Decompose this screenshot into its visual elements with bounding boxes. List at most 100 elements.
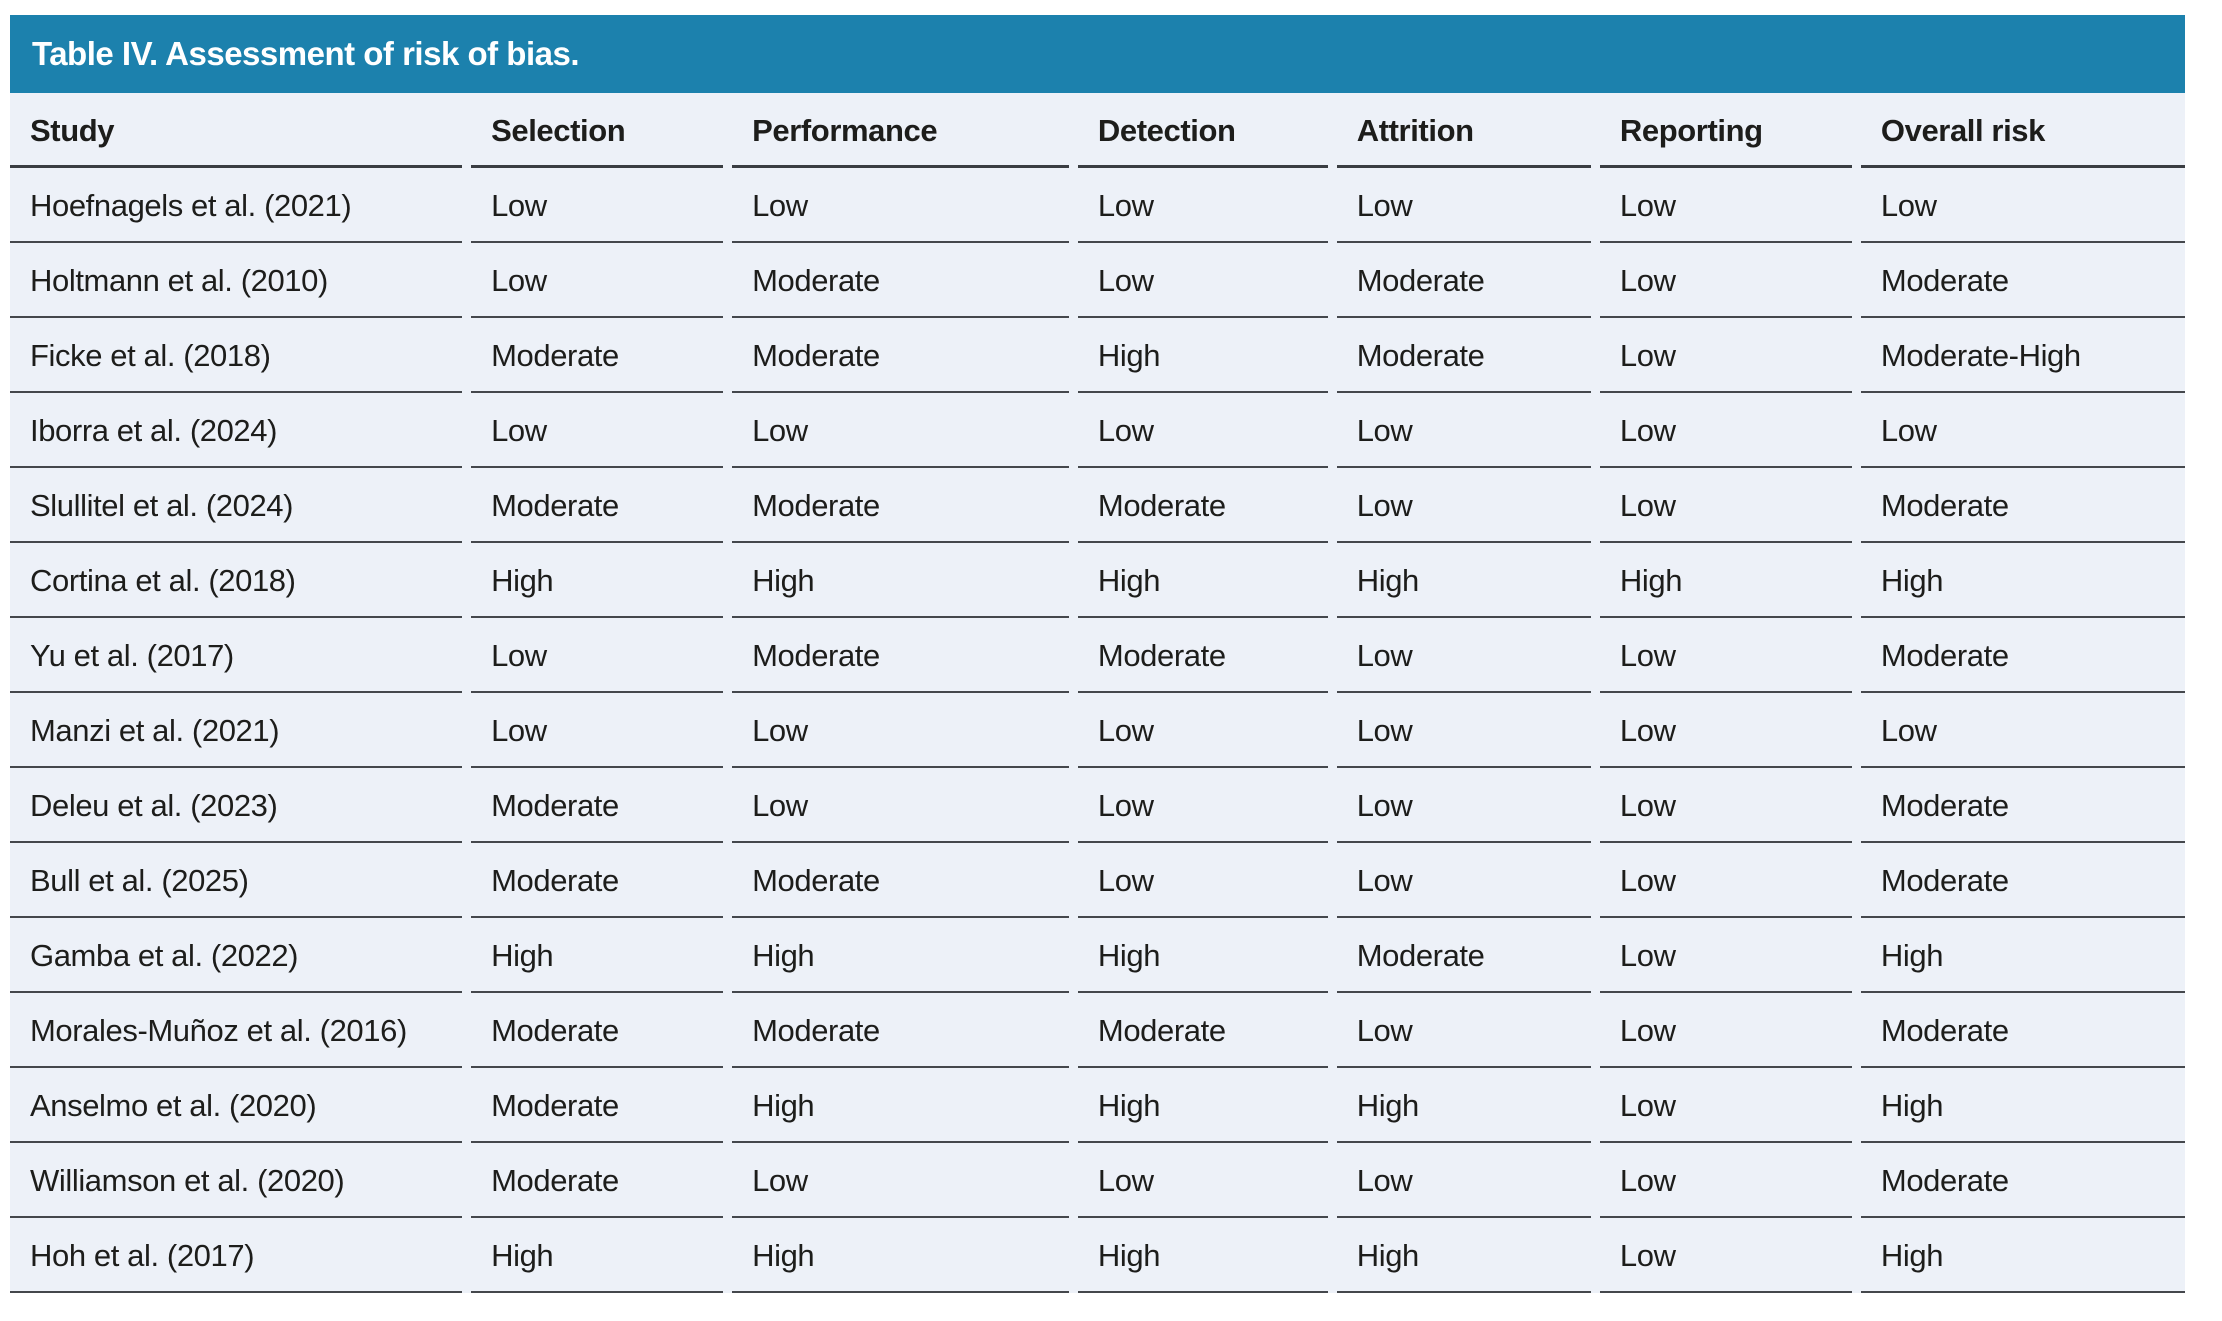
rating-cell: Moderate bbox=[732, 618, 1078, 693]
study-cell: Holtmann et al. (2010) bbox=[10, 243, 471, 318]
rating-cell: High bbox=[1860, 543, 2185, 618]
rating-cell: Moderate bbox=[1860, 843, 2185, 918]
table-row: Cortina et al. (2018) High High High High Hig… bbox=[10, 543, 2185, 618]
rating-cell: Low bbox=[1077, 768, 1337, 843]
rating-cell: Low bbox=[1599, 993, 1861, 1068]
rating-cell: High bbox=[1077, 1218, 1337, 1293]
rating-cell: High bbox=[1077, 318, 1337, 393]
rating-cell: High bbox=[732, 1068, 1078, 1143]
rating-cell: Low bbox=[1336, 393, 1600, 468]
rating-cell: Moderate bbox=[471, 1068, 732, 1143]
rating-cell: Low bbox=[1599, 768, 1861, 843]
rating-cell: Moderate bbox=[1077, 993, 1337, 1068]
rating-cell: High bbox=[1336, 543, 1600, 618]
rating-cell: Low bbox=[1860, 393, 2185, 468]
rating-cell: Moderate bbox=[471, 768, 732, 843]
header-row: Study Selection Performance Detection Attrit… bbox=[10, 93, 2185, 168]
rating-cell: Moderate bbox=[471, 318, 732, 393]
study-cell: Morales-Muñoz et al. (2016) bbox=[10, 993, 471, 1068]
rating-cell: Low bbox=[1599, 1143, 1861, 1218]
column-header-study: Study bbox=[10, 93, 471, 168]
rating-cell: Low bbox=[1599, 1068, 1861, 1143]
rating-cell: High bbox=[732, 918, 1078, 993]
risk-of-bias-table-container: Table IV. Assessment of risk of bias. St… bbox=[10, 15, 2185, 1293]
rating-cell: High bbox=[1077, 1068, 1337, 1143]
table-row: Gamba et al. (2022) High High High Moderate L… bbox=[10, 918, 2185, 993]
rating-cell: Low bbox=[732, 693, 1078, 768]
risk-of-bias-table: Study Selection Performance Detection Attrit… bbox=[10, 93, 2185, 1293]
rating-cell: Moderate bbox=[1077, 618, 1337, 693]
table-row: Bull et al. (2025) Moderate Moderate Low Low… bbox=[10, 843, 2185, 918]
rating-cell: Moderate bbox=[1860, 768, 2185, 843]
rating-cell: Moderate bbox=[471, 468, 732, 543]
rating-cell: Low bbox=[732, 768, 1078, 843]
rating-cell: Low bbox=[1077, 168, 1337, 243]
column-header-selection: Selection bbox=[471, 93, 732, 168]
rating-cell: Low bbox=[1599, 918, 1861, 993]
study-cell: Hoefnagels et al. (2021) bbox=[10, 168, 471, 243]
rating-cell: High bbox=[1336, 1068, 1600, 1143]
rating-cell: Low bbox=[1599, 168, 1861, 243]
study-cell: Anselmo et al. (2020) bbox=[10, 1068, 471, 1143]
rating-cell: Low bbox=[1077, 693, 1337, 768]
rating-cell: High bbox=[1860, 1068, 2185, 1143]
study-cell: Gamba et al. (2022) bbox=[10, 918, 471, 993]
rating-cell: Moderate bbox=[1860, 243, 2185, 318]
rating-cell: Moderate bbox=[1860, 1143, 2185, 1218]
rating-cell: Low bbox=[1077, 393, 1337, 468]
rating-cell: Low bbox=[1077, 243, 1337, 318]
rating-cell: Moderate bbox=[732, 843, 1078, 918]
rating-cell: Low bbox=[1336, 843, 1600, 918]
rating-cell: Low bbox=[1077, 843, 1337, 918]
rating-cell: Low bbox=[1599, 618, 1861, 693]
rating-cell: Moderate bbox=[732, 318, 1078, 393]
column-header-detection: Detection bbox=[1077, 93, 1337, 168]
rating-cell: Moderate bbox=[1077, 468, 1337, 543]
rating-cell: Low bbox=[1336, 618, 1600, 693]
rating-cell: High bbox=[471, 543, 732, 618]
table-row: Deleu et al. (2023) Moderate Low Low Low Low M… bbox=[10, 768, 2185, 843]
rating-cell: Low bbox=[1599, 243, 1861, 318]
table-row: Manzi et al. (2021) Low Low Low Low Low Low bbox=[10, 693, 2185, 768]
rating-cell: Low bbox=[732, 1143, 1078, 1218]
study-cell: Ficke et al. (2018) bbox=[10, 318, 471, 393]
rating-cell: Low bbox=[732, 168, 1078, 243]
table-row: Williamson et al. (2020) Moderate Low Low Lo… bbox=[10, 1143, 2185, 1218]
rating-cell: Moderate bbox=[1336, 318, 1600, 393]
rating-cell: High bbox=[1599, 543, 1861, 618]
table-row: Yu et al. (2017) Low Moderate Moderate Low Lo… bbox=[10, 618, 2185, 693]
rating-cell: Moderate bbox=[471, 843, 732, 918]
table-title: Table IV. Assessment of risk of bias. bbox=[32, 35, 580, 72]
study-cell: Bull et al. (2025) bbox=[10, 843, 471, 918]
rating-cell: Low bbox=[471, 243, 732, 318]
rating-cell: High bbox=[1336, 1218, 1600, 1293]
study-cell: Hoh et al. (2017) bbox=[10, 1218, 471, 1293]
study-cell: Cortina et al. (2018) bbox=[10, 543, 471, 618]
rating-cell: Low bbox=[471, 168, 732, 243]
table-row: Hoefnagels et al. (2021) Low Low Low Low Low L… bbox=[10, 168, 2185, 243]
rating-cell: High bbox=[1860, 918, 2185, 993]
study-cell: Deleu et al. (2023) bbox=[10, 768, 471, 843]
rating-cell: Moderate bbox=[1860, 468, 2185, 543]
column-header-attrition: Attrition bbox=[1336, 93, 1600, 168]
rating-cell: Low bbox=[1077, 1143, 1337, 1218]
study-cell: Manzi et al. (2021) bbox=[10, 693, 471, 768]
study-cell: Williamson et al. (2020) bbox=[10, 1143, 471, 1218]
rating-cell: Low bbox=[471, 393, 732, 468]
rating-cell: Low bbox=[471, 693, 732, 768]
table-row: Slullitel et al. (2024) Moderate Moderate M… bbox=[10, 468, 2185, 543]
rating-cell: High bbox=[1077, 918, 1337, 993]
table-body: Hoefnagels et al. (2021) Low Low Low Low Low L… bbox=[10, 168, 2185, 1293]
table-row: Morales-Muñoz et al. (2016) Moderate Moder… bbox=[10, 993, 2185, 1068]
rating-cell: Moderate bbox=[732, 993, 1078, 1068]
rating-cell: High bbox=[471, 1218, 732, 1293]
rating-cell: Moderate bbox=[471, 993, 732, 1068]
rating-cell: Moderate bbox=[1860, 993, 2185, 1068]
rating-cell: Low bbox=[1599, 1218, 1861, 1293]
rating-cell: Low bbox=[1336, 693, 1600, 768]
rating-cell: Moderate bbox=[471, 1143, 732, 1218]
rating-cell: Moderate bbox=[732, 243, 1078, 318]
rating-cell: High bbox=[1860, 1218, 2185, 1293]
rating-cell: Low bbox=[1336, 1143, 1600, 1218]
rating-cell: Low bbox=[1336, 168, 1600, 243]
